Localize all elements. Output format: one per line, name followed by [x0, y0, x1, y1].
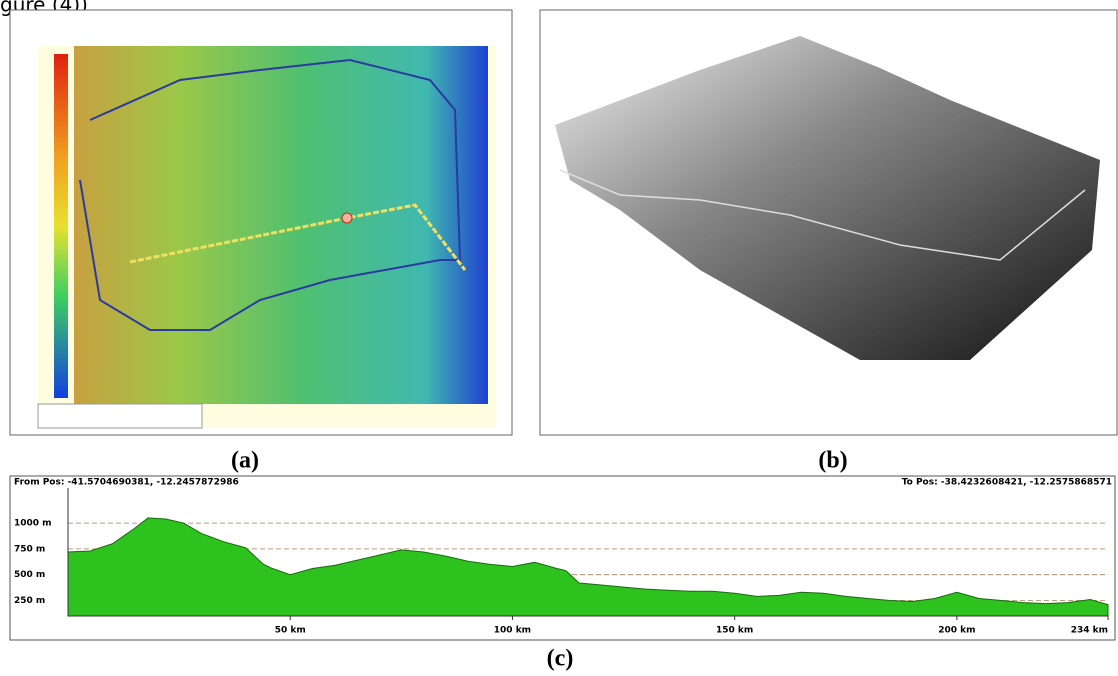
x-tick-label: 234 km: [1071, 626, 1108, 636]
x-tick-label: 50 km: [275, 626, 306, 636]
panel-label: (b): [818, 448, 847, 474]
figure: gure (4)) (a) (b) 250 m500 m750 m1000 m5…: [0, 0, 1118, 672]
x-tick-label: 100 km: [494, 626, 531, 636]
panel-label: (a): [231, 448, 259, 474]
panel-label: (c): [547, 646, 574, 672]
y-tick-label: 750 m: [14, 544, 45, 554]
to-position: To Pos: -38.4232608421, -12.2575868571: [902, 478, 1112, 488]
x-tick-label: 200 km: [938, 626, 975, 636]
x-tick-label: 150 km: [716, 626, 753, 636]
y-tick-label: 250 m: [14, 596, 45, 606]
y-tick-label: 1000 m: [14, 519, 52, 529]
from-position: From Pos: -41.5704690381, -12.2457872986: [14, 478, 239, 488]
y-tick-label: 500 m: [14, 570, 45, 580]
profile-marker: [342, 213, 352, 223]
scale-bar: [38, 404, 202, 428]
color-legend: [54, 54, 68, 398]
